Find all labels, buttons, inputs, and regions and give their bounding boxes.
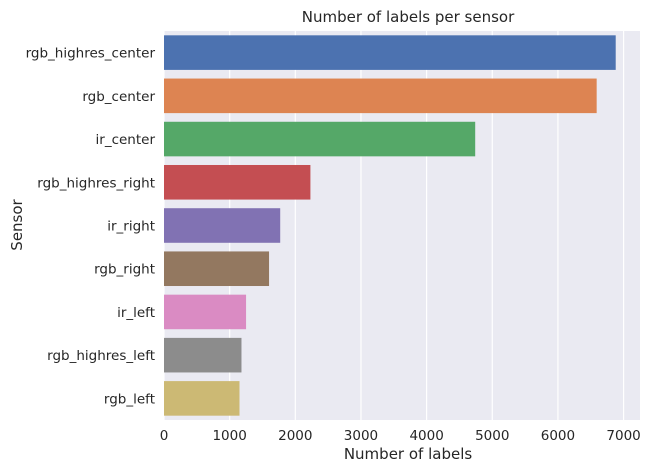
- bar-rgb-highres-center: [164, 35, 616, 70]
- x-tick-label: 6000: [541, 428, 575, 444]
- y-tick-label: rgb_right: [94, 262, 155, 278]
- x-tick-label: 3000: [344, 428, 378, 444]
- x-tick-label: 5000: [475, 428, 509, 444]
- x-tick-label: 1000: [212, 428, 246, 444]
- y-tick-label: ir_right: [107, 219, 155, 235]
- x-tick-labels: 0 1000 2000 3000 4000 5000 6000 7000: [160, 428, 641, 444]
- bar-rgb-right: [164, 251, 270, 287]
- y-tick-label: ir_center: [96, 132, 156, 148]
- y-tick-label: rgb_center: [82, 89, 155, 105]
- y-axis-title: Sensor: [8, 198, 26, 250]
- x-tick-label: 2000: [278, 428, 312, 444]
- bar-ir-center: [164, 121, 476, 157]
- bar-rgb-highres-right: [164, 164, 311, 200]
- x-axis-title: Number of labels: [344, 445, 473, 463]
- x-tick-label: 7000: [606, 428, 640, 444]
- y-tick-label: rgb_highres_left: [47, 348, 155, 364]
- y-tick-label: rgb_highres_center: [26, 46, 156, 62]
- bar-rgb-left: [164, 381, 240, 416]
- bar-rgb-center: [164, 78, 597, 114]
- bar-ir-right: [164, 208, 281, 243]
- chart-title: Number of labels per sensor: [302, 8, 515, 26]
- bars: [164, 35, 616, 416]
- bar-ir-left: [164, 294, 247, 330]
- y-tick-label: rgb_left: [104, 391, 155, 407]
- y-tick-label: ir_left: [117, 305, 155, 321]
- x-tick-label: 0: [160, 428, 169, 444]
- y-tick-labels: rgb_highres_center rgb_center ir_centerrgb…: [26, 46, 156, 408]
- y-tick-label: rgb_highres_right: [37, 175, 155, 191]
- x-tick-label: 4000: [409, 428, 443, 444]
- bar-rgb-highres-left: [164, 337, 242, 373]
